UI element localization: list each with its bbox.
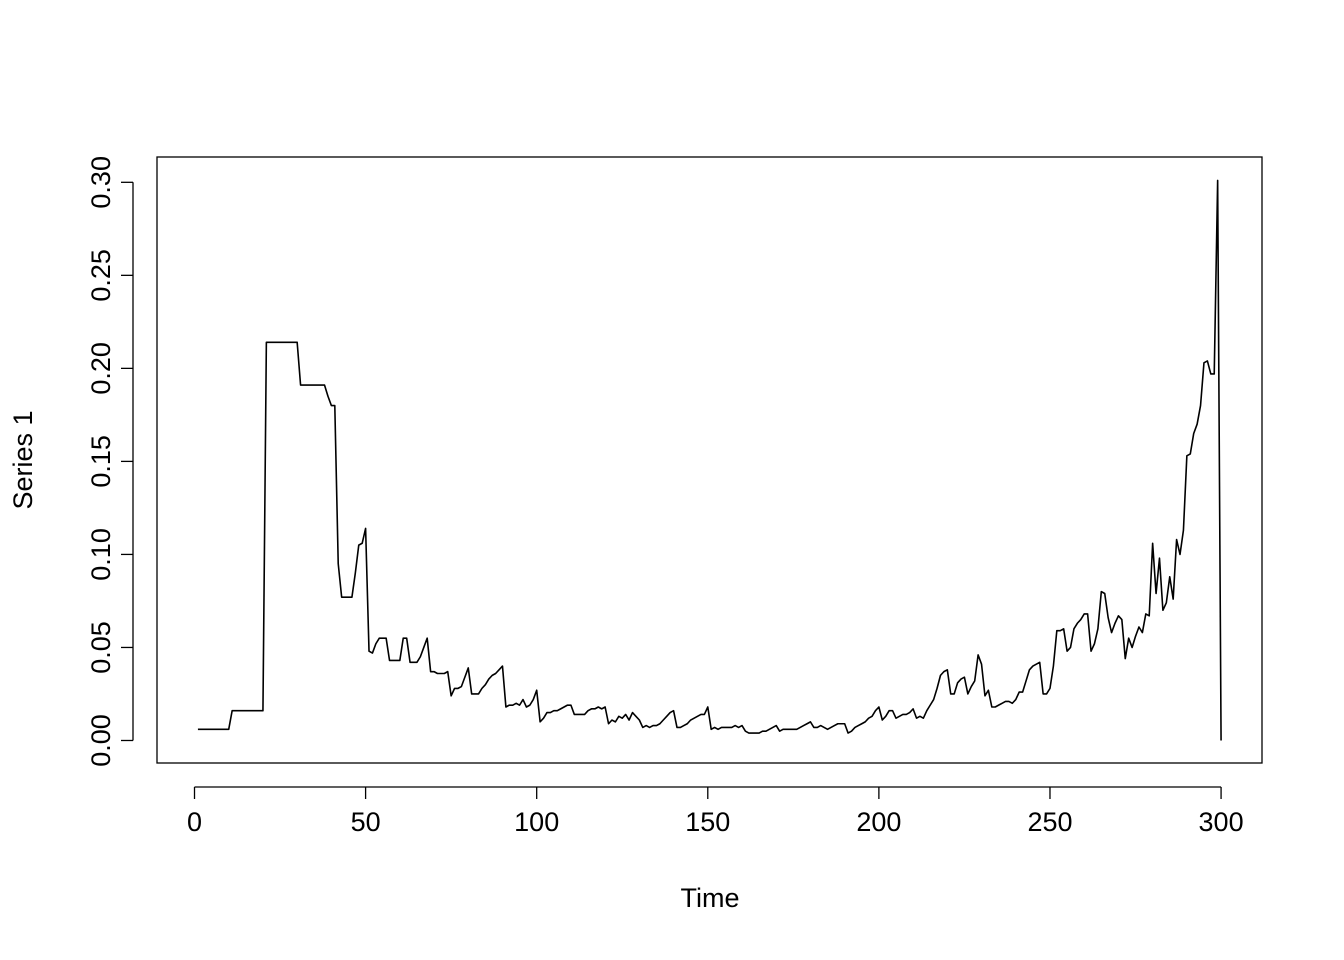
y-tick-label: 0.00 — [86, 714, 116, 767]
x-tick-label: 200 — [856, 807, 901, 837]
y-tick-label: 0.05 — [86, 621, 116, 674]
x-tick-label: 300 — [1199, 807, 1244, 837]
x-tick-label: 150 — [685, 807, 730, 837]
y-tick-label: 0.15 — [86, 435, 116, 488]
x-axis-label: Time — [681, 883, 740, 913]
plot-frame — [156, 156, 1263, 764]
x-tick-label: 0 — [187, 807, 202, 837]
x-tick-label: 50 — [351, 807, 381, 837]
series-line — [197, 179, 1222, 741]
x-tick-label: 100 — [514, 807, 559, 837]
y-axis-label: Series 1 — [8, 410, 38, 509]
x-tick-label: 250 — [1027, 807, 1072, 837]
y-tick-label: 0.25 — [86, 249, 116, 302]
y-tick-label: 0.20 — [86, 342, 116, 395]
y-tick-label: 0.30 — [86, 156, 116, 209]
y-tick-label: 0.10 — [86, 528, 116, 581]
